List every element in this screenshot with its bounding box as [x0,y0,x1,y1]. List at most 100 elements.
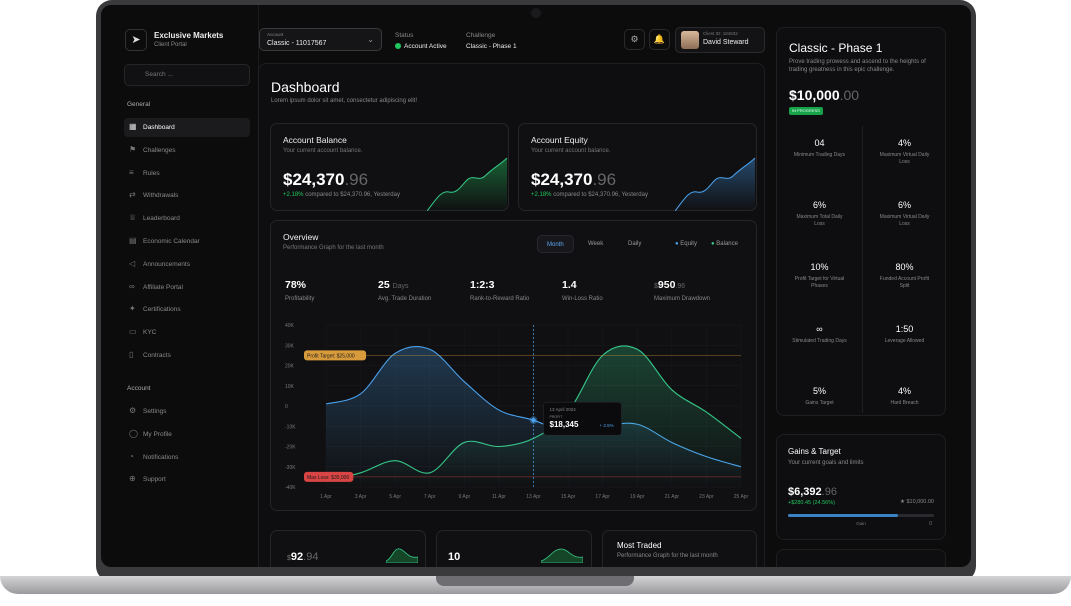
equity-title: Account Equity [531,135,588,145]
tooltip-value: $18,345 [550,420,579,429]
sidebar-item-challenges[interactable]: ⚑ Challenges [124,141,250,160]
y-tick-label: 10K [285,384,295,390]
bottom-card-2: 10 [436,530,592,567]
sidebar-item-affiliate-portal[interactable]: ∞ Affiliate Portal [124,278,250,297]
bell-icon[interactable]: 🔔 [649,29,670,50]
flag-icon: ⚑ [129,144,137,154]
search-input[interactable]: Search ... [124,64,250,86]
withdraw-icon: ⇄ [129,190,136,200]
most-traded-card: Most Traded Performance Graph for the la… [602,530,757,567]
legend-balance: ● Balance [711,241,738,247]
overview-subtitle: Performance Graph for the last month [283,245,384,251]
support-icon: ⊕ [129,474,136,484]
brand-name: Exclusive Markets [154,31,224,40]
sidebar-item-rules[interactable]: ≡ Rules [124,164,250,183]
equity-subtitle: Your current account balance. [531,148,611,154]
sidebar-item-settings[interactable]: ⚙ Settings [124,402,250,421]
sidebar-item-certifications[interactable]: ✦ Certifications [124,300,250,319]
phase-stat: 4% Hard Breach [862,374,947,436]
page-title: Dashboard [271,79,340,95]
crosshair-point [531,417,536,423]
account-selector[interactable]: Account Classic - 11017567 ⌄ [259,28,382,51]
tooltip-label: PROFIT [550,415,564,419]
sidebar-item-label: KYC [143,329,157,337]
phase-stat-value: 6% [897,200,911,210]
sidebar-item-label: Contracts [143,352,171,359]
tab-daily[interactable]: Daily [628,241,642,247]
stat-win-loss: 1.4 Win-Loss Ratio [562,279,603,302]
sidebar-item-dashboard[interactable]: ▦ Dashboard [124,118,250,137]
gains-target-card: Gains & Target Your current goals and li… [776,434,946,540]
sidebar-item-withdrawals[interactable]: ⇄ Withdrawals [124,186,250,205]
series-area-balance [326,345,741,487]
x-tick-label: 21 Apr [665,494,680,500]
sidebar-item-notifications[interactable]: ◔ Notifications [124,448,250,467]
sidebar-item-label: Certifications [143,306,181,314]
sidebar-item-economic-calendar[interactable]: ▤ Economic Calendar [124,232,250,251]
brand-logo-icon[interactable]: ➤ [125,29,147,51]
x-tick-label: 3 Apr [355,494,367,500]
sidebar-item-support[interactable]: ⊕ Support [124,470,250,489]
sidebar-item-contracts[interactable]: ▯ Contracts [124,346,250,365]
phase-stat-value: 1:50 [895,324,914,334]
sidebar-item-label: Withdrawals [143,192,179,200]
x-tick-label: 23 Apr [699,494,714,500]
phase-stat-label: Hard Breach [890,400,919,406]
sidebar-item-label: My Profile [143,430,172,438]
sidebar-item-leaderboard[interactable]: ♕ Leaderboard [124,209,250,228]
legend-equity: ● Equity [675,241,697,247]
sidebar-item-label: Rules [143,169,160,177]
user-icon: ◯ [129,428,138,438]
sidebar-item-my-profile[interactable]: ◯ My Profile [124,425,250,444]
x-tick-label: 25 Apr [734,494,749,500]
sidebar-item-label: Dashboard [143,124,175,131]
bottom-card-2-sparkline [541,548,583,563]
gains-change: +$280.45 (24.56%) [788,500,835,506]
phase-stat-value: 10% [810,262,829,272]
camera [531,8,541,18]
sidebar-item-announcements[interactable]: ◁ Announcements [124,255,250,274]
challenge-value: Classic - Phase 1 [466,43,517,50]
phase-stat: 4% Maximum Virtual Daily Loss [862,126,947,188]
phase-stat-label: Minimum Trading Days [793,152,846,158]
max-loss-badge [304,471,354,482]
x-tick-label: 1 Apr [320,494,332,500]
sidebar-item-label: Support [143,476,166,484]
tab-week[interactable]: Week [588,241,604,247]
page-subtitle: Lorem ipsum dolor sit amet, consectetur … [271,98,418,104]
section-account: Account [127,385,151,392]
sidebar: ➤ Exclusive Markets Client Portal Search… [101,5,259,567]
settings-icon[interactable]: ⚙ [624,29,645,50]
tooltip-box [543,401,622,436]
most-traded-subtitle: Performance Graph for the last month [617,553,718,559]
phase-stat-value: 5% [812,386,826,396]
section-general: General [127,101,151,108]
equity-sparkline [675,157,756,211]
stat-profitability: 78% Profitability [285,279,315,302]
main-panel: Dashboard Lorem ipsum dolor sit amet, co… [258,63,765,567]
chevron-down-icon: ⌄ [367,35,374,44]
sidebar-item-kyc[interactable]: ▭ KYC [124,323,250,342]
phase-stat-value: 80% [895,262,914,272]
gear-icon: ⚙ [129,406,137,415]
y-tick-label: 40K [285,323,295,329]
challenge-label: Challenge [466,32,496,39]
phase-stat: 80% Funded Account Profit Split [862,250,947,312]
equity-amount: $24,370.96 [531,170,617,189]
gains-amount: $6,392.96 [788,486,837,498]
y-tick-label: 30K [285,343,295,349]
y-tick-label: -10K [285,424,296,430]
phase-stat-label: Funded Account Profit Split [879,276,930,289]
tab-month[interactable]: Month [537,235,574,253]
x-tick-label: 15 Apr [561,494,576,500]
trophy-icon: ♕ [129,213,137,223]
phase-stat-label: Maximum Virtual Daily Loss [879,152,930,165]
bell-icon: ◔ [129,451,134,461]
brand-subtitle: Client Portal [154,42,187,48]
gains-progress-fill [788,514,898,517]
overview-title: Overview [283,232,319,242]
phase-stat: 6% Maximum Virtual Daily Loss [862,188,947,250]
user-menu[interactable]: Client ID: 184832 David Steward [675,27,765,53]
equity-card: Account Equity Your current account bala… [518,123,757,211]
